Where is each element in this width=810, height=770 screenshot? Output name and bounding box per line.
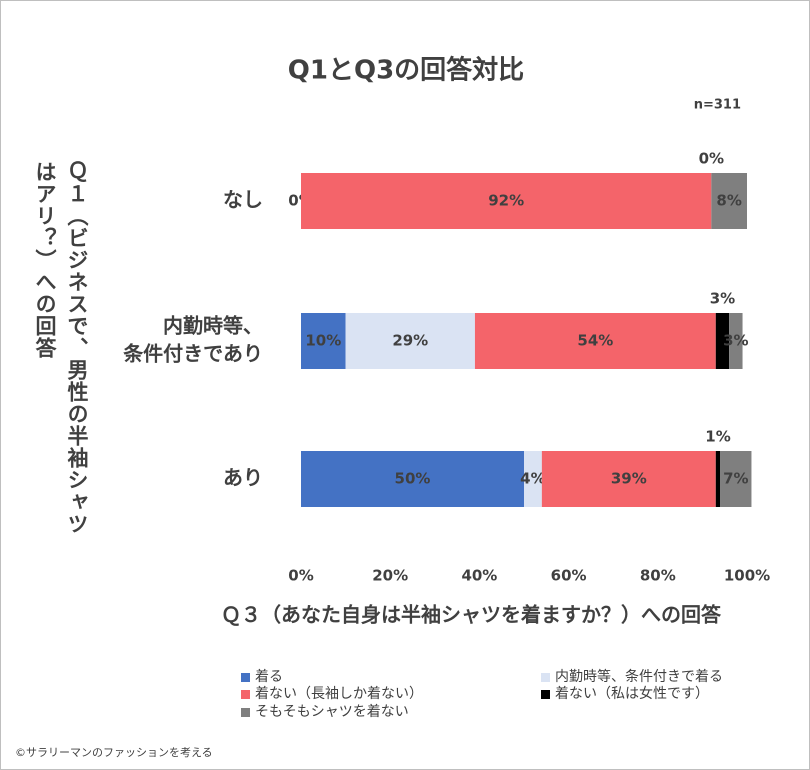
category-label: なし [223, 188, 263, 212]
x-tick-label: 100% [724, 567, 770, 585]
data-label: 3% [723, 332, 748, 350]
legend-label: 着ない（私は女性です） [555, 685, 709, 702]
legend-swatch [241, 708, 250, 717]
data-label: 50% [395, 470, 431, 488]
data-label: 8% [716, 192, 741, 210]
data-label: 92% [488, 192, 524, 210]
legend-label: 内勤時等、条件付きで着る [555, 668, 723, 685]
data-label: 4% [520, 470, 545, 488]
legend-swatch [541, 690, 550, 699]
x-tick-label: 80% [640, 567, 676, 585]
legend-label: 着ない（長袖しか着ない） [255, 686, 423, 702]
x-tick-label: 0% [288, 567, 313, 585]
bar-segment [345, 313, 475, 369]
data-label: 39% [611, 470, 647, 488]
y-axis-label: Ｑ１（ビジネスで、男性の半袖シャツはアリ？）への回答 [33, 161, 89, 535]
legend-swatch [241, 673, 250, 682]
x-tick-label: 60% [551, 567, 587, 585]
bar-segment [729, 313, 743, 369]
bar-segment [474, 313, 716, 369]
x-tick-label: 20% [372, 567, 408, 585]
chart-title: Q1とQ3の回答対比 [288, 55, 524, 86]
legend-label: そもそもシャツを着ない [255, 704, 409, 720]
data-label: 3% [710, 290, 735, 308]
bar-segment [720, 451, 752, 507]
legend-swatch [541, 673, 550, 682]
bar-segment [541, 451, 716, 507]
category-label: あり [223, 466, 263, 490]
bar-segment [301, 451, 524, 507]
legend-label: 着る [255, 669, 283, 685]
footer: ©サラリーマンのファッションを考える [15, 746, 213, 759]
x-tick-label: 40% [461, 567, 497, 585]
x-axis-label: Ｑ３（あなた自身は半袖シャツを着ますか？）への回答 [221, 603, 722, 627]
data-label: 54% [577, 332, 613, 350]
data-label: 7% [723, 470, 748, 488]
data-label: 0% [699, 150, 724, 168]
bar-segment [715, 313, 730, 369]
data-label: 1% [705, 428, 730, 446]
data-label: 29% [392, 332, 428, 350]
bar-segment [301, 173, 712, 229]
category-label: 条件付きであり [123, 342, 263, 366]
category-label: 内勤時等、 [163, 314, 263, 338]
bar-segment [301, 313, 346, 369]
data-label: 10% [305, 332, 341, 350]
bar-segment [715, 451, 721, 507]
legend-swatch [241, 690, 250, 699]
bar-segment [524, 451, 542, 507]
bar-segment [711, 173, 747, 229]
sample-size: n=311 [694, 98, 741, 113]
